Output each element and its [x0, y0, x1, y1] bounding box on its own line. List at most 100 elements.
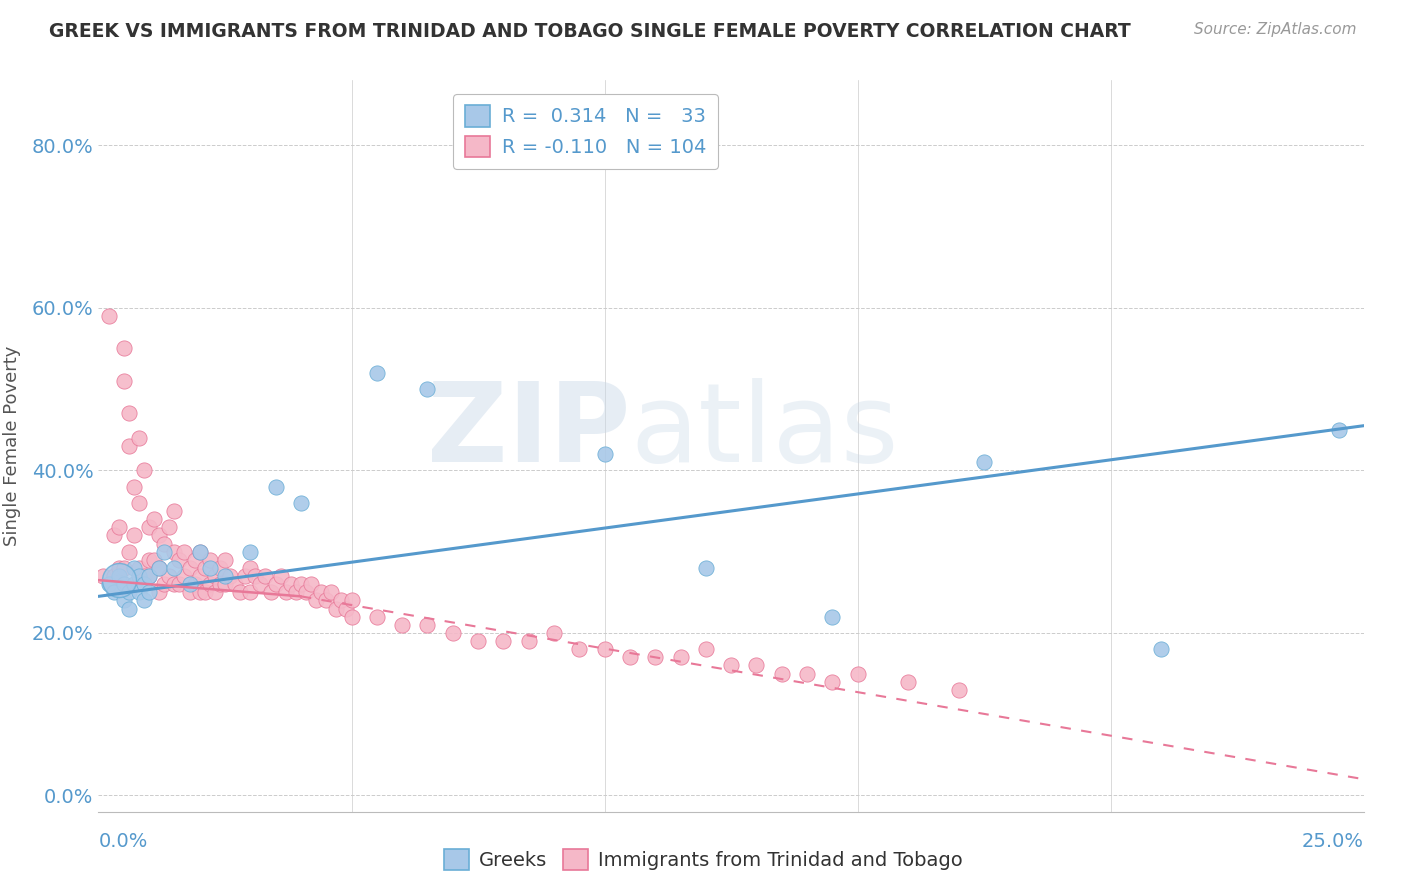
Point [179, 577, 201, 591]
Point [138, 569, 160, 583]
Point [259, 585, 281, 599]
Point [284, 585, 307, 599]
Point [204, 585, 226, 599]
Point [112, 374, 135, 388]
Point [143, 512, 166, 526]
Point [249, 577, 271, 591]
Point [169, 577, 191, 591]
Point [593, 447, 616, 461]
Point [669, 650, 692, 665]
Point [229, 585, 252, 599]
Point [305, 593, 328, 607]
Point [796, 666, 818, 681]
Point [112, 561, 135, 575]
Point [264, 480, 287, 494]
Point [846, 666, 869, 681]
Point [416, 617, 439, 632]
Point [122, 577, 145, 591]
Point [467, 634, 489, 648]
Point [441, 626, 464, 640]
Point [543, 626, 565, 640]
Point [122, 528, 145, 542]
Point [97, 309, 120, 323]
Point [148, 561, 170, 575]
Point [280, 577, 302, 591]
Point [340, 593, 363, 607]
Point [239, 585, 262, 599]
Point [132, 577, 155, 591]
Point [254, 569, 277, 583]
Point [107, 520, 129, 534]
Point [194, 561, 217, 575]
Point [93, 569, 115, 583]
Point [169, 553, 191, 567]
Point [122, 480, 145, 494]
Point [208, 561, 231, 575]
Point [118, 544, 141, 558]
Point [128, 431, 150, 445]
Point [163, 561, 186, 575]
Point [770, 666, 793, 681]
Point [309, 585, 332, 599]
Point [897, 674, 920, 689]
Point [112, 593, 135, 607]
Point [122, 561, 145, 575]
Point [299, 577, 322, 591]
Text: atlas: atlas [630, 378, 898, 485]
Point [619, 650, 641, 665]
Point [219, 569, 242, 583]
Point [295, 585, 318, 599]
Point [391, 617, 413, 632]
Point [118, 439, 141, 453]
Point [118, 601, 141, 615]
Point [103, 528, 125, 542]
Text: 25.0%: 25.0% [1302, 832, 1364, 851]
Point [644, 650, 666, 665]
Point [138, 585, 160, 599]
Point [183, 553, 205, 567]
Point [188, 569, 211, 583]
Point [148, 561, 170, 575]
Point [148, 528, 170, 542]
Point [103, 569, 125, 583]
Point [245, 569, 267, 583]
Point [128, 569, 150, 583]
Point [264, 577, 287, 591]
Point [132, 593, 155, 607]
Point [325, 601, 347, 615]
Point [416, 382, 439, 396]
Point [153, 544, 176, 558]
Point [214, 553, 236, 567]
Point [948, 682, 970, 697]
Point [239, 544, 262, 558]
Text: GREEK VS IMMIGRANTS FROM TRINIDAD AND TOBAGO SINGLE FEMALE POVERTY CORRELATION C: GREEK VS IMMIGRANTS FROM TRINIDAD AND TO… [49, 22, 1130, 41]
Point [107, 561, 129, 575]
Point [103, 585, 125, 599]
Point [517, 634, 540, 648]
Text: 0.0%: 0.0% [98, 832, 148, 851]
Point [157, 520, 180, 534]
Y-axis label: Single Female Poverty: Single Female Poverty [3, 346, 21, 546]
Point [179, 585, 201, 599]
Point [315, 593, 337, 607]
Point [1150, 642, 1173, 657]
Point [153, 536, 176, 550]
Point [492, 634, 515, 648]
Point [198, 561, 221, 575]
Point [568, 642, 591, 657]
Point [188, 544, 211, 558]
Legend: Greeks, Immigrants from Trinidad and Tobago: Greeks, Immigrants from Trinidad and Tob… [436, 841, 970, 878]
Point [163, 577, 186, 591]
Point [138, 520, 160, 534]
Point [973, 455, 995, 469]
Point [340, 609, 363, 624]
Point [138, 569, 160, 583]
Point [138, 553, 160, 567]
Point [173, 569, 195, 583]
Point [107, 569, 129, 583]
Point [821, 674, 844, 689]
Point [274, 585, 297, 599]
Point [821, 609, 844, 624]
Text: ZIP: ZIP [426, 378, 630, 485]
Point [143, 553, 166, 567]
